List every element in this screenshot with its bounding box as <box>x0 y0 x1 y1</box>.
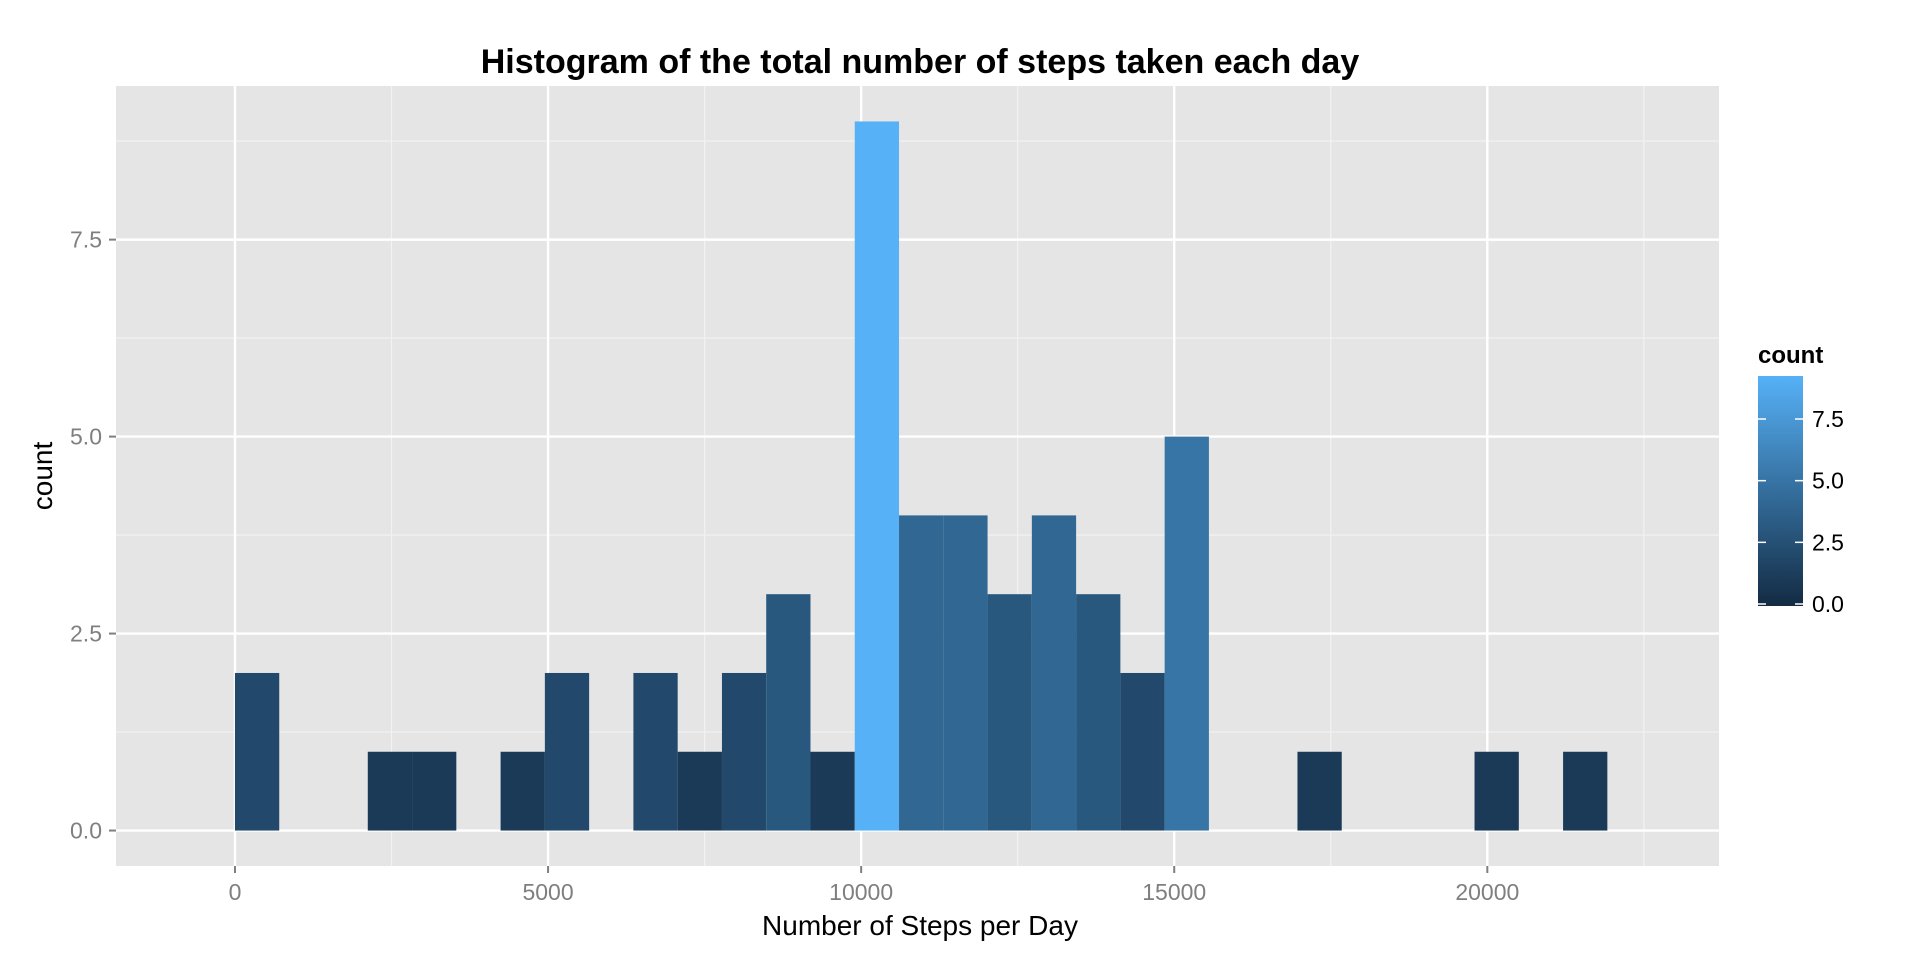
histogram-bar <box>854 121 900 831</box>
legend-colorbar <box>1758 376 1803 606</box>
histogram-bar <box>544 672 590 831</box>
histogram-bar <box>987 594 1032 831</box>
histogram-bar <box>1297 751 1342 831</box>
legend-tick-label: 0.0 <box>1812 591 1844 617</box>
y-tick-label: 5.0 <box>70 424 102 450</box>
y-tick-label: 2.5 <box>70 621 102 647</box>
histogram-bar <box>943 515 988 831</box>
y-tick-label: 7.5 <box>70 227 102 253</box>
histogram-bar <box>1563 751 1608 831</box>
color-legend: count 0.0 2.5 5.0 7.5 <box>1758 342 1844 617</box>
x-tick-label: 10000 <box>829 879 893 905</box>
legend-tick-label: 7.5 <box>1812 406 1844 432</box>
x-tick-label: 5000 <box>522 879 573 905</box>
histogram-bar <box>677 751 722 831</box>
y-axis-label: count <box>27 442 58 511</box>
x-axis: 0 5000 10000 15000 20000 <box>229 866 1519 905</box>
histogram-bar <box>1164 436 1209 831</box>
x-tick-label: 20000 <box>1455 879 1519 905</box>
y-tick-label: 0.0 <box>70 818 102 844</box>
legend-ticks: 0.0 2.5 5.0 7.5 <box>1758 406 1844 617</box>
x-axis-label: Number of Steps per Day <box>762 910 1078 941</box>
x-tick-label: 15000 <box>1142 879 1206 905</box>
histogram-bar <box>234 672 280 831</box>
histogram-bar <box>633 672 678 831</box>
x-tick-label: 0 <box>229 879 242 905</box>
histogram-bar <box>899 515 944 831</box>
histogram-bar <box>1031 515 1077 831</box>
histogram-bar <box>721 672 767 831</box>
histogram-bar <box>766 594 811 831</box>
histogram-bar <box>1474 751 1519 831</box>
histogram-bar <box>412 751 457 831</box>
legend-tick-label: 5.0 <box>1812 468 1844 494</box>
histogram-bar <box>1076 594 1121 831</box>
histogram-bar <box>367 751 413 831</box>
histogram-bar <box>1120 672 1165 831</box>
histogram-bar <box>810 751 855 831</box>
legend-title: count <box>1758 342 1823 369</box>
histogram-bar <box>500 751 545 831</box>
histogram-bars <box>234 121 1608 831</box>
chart-title: Histogram of the total number of steps t… <box>481 43 1360 81</box>
legend-tick-label: 2.5 <box>1812 529 1844 555</box>
y-axis: 0.0 2.5 5.0 7.5 <box>70 227 116 844</box>
